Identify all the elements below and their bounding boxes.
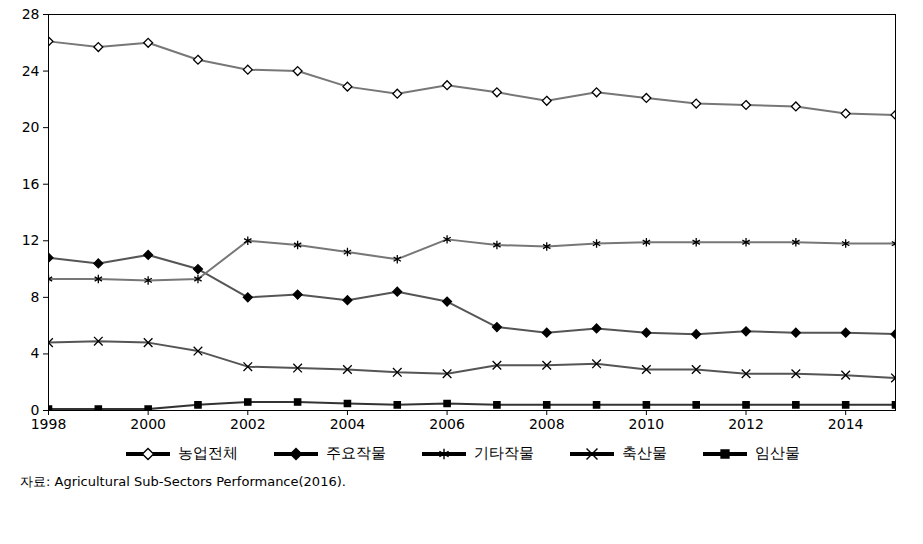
html-text:자료: Agricultural Sub-Sectors P: 자료: Agricultural Sub-Sectors Performance…	[20, 474, 346, 489]
svg-text:2004: 2004	[330, 416, 366, 432]
svg-text:12: 12	[22, 232, 40, 248]
html-text:기타작물: 기타작물	[473, 444, 534, 462]
svg-text:28: 28	[22, 6, 40, 22]
html-text:농업전체: 농업전체	[177, 444, 238, 462]
html-text:임산물: 임산물	[754, 444, 800, 462]
svg-text:20: 20	[22, 119, 40, 135]
svg-text:2010: 2010	[629, 416, 665, 432]
svg-text:2002: 2002	[230, 416, 266, 432]
html-text:축산물: 축산물	[621, 444, 667, 462]
svg-text:4: 4	[31, 345, 40, 361]
svg-text:2014: 2014	[828, 416, 864, 432]
svg-text:8: 8	[31, 289, 40, 305]
svg-text:24: 24	[22, 63, 40, 79]
svg-text:1998: 1998	[31, 416, 67, 432]
svg-text:2006: 2006	[429, 416, 465, 432]
svg-text:2000: 2000	[130, 416, 166, 432]
svg-text:16: 16	[22, 176, 40, 192]
svg-text:0: 0	[30, 402, 40, 418]
svg-text:2008: 2008	[529, 416, 565, 432]
html-text:주요작물: 주요작물	[325, 444, 386, 462]
svg-text:2012: 2012	[728, 416, 764, 432]
